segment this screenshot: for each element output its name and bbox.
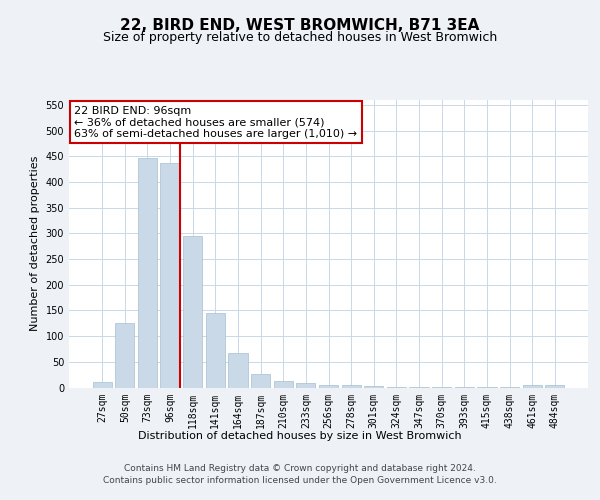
Y-axis label: Number of detached properties: Number of detached properties — [30, 156, 40, 332]
Bar — [92, 382, 112, 388]
Bar — [432, 387, 451, 388]
Bar — [229, 352, 248, 388]
Bar — [523, 385, 542, 388]
Bar — [341, 386, 361, 388]
Bar — [138, 158, 157, 388]
Bar — [274, 381, 293, 388]
Text: 22 BIRD END: 96sqm
← 36% of detached houses are smaller (574)
63% of semi-detach: 22 BIRD END: 96sqm ← 36% of detached hou… — [74, 106, 358, 139]
Bar — [477, 387, 497, 388]
Bar — [251, 374, 270, 388]
Bar — [206, 312, 225, 388]
Text: Size of property relative to detached houses in West Bromwich: Size of property relative to detached ho… — [103, 32, 497, 44]
Bar — [319, 385, 338, 388]
Bar — [409, 387, 428, 388]
Bar — [160, 163, 180, 388]
Text: Contains public sector information licensed under the Open Government Licence v3: Contains public sector information licen… — [103, 476, 497, 485]
Bar — [364, 386, 383, 388]
Bar — [183, 236, 202, 388]
Bar — [115, 324, 134, 388]
Bar — [545, 385, 565, 388]
Bar — [296, 384, 316, 388]
Bar — [500, 387, 519, 388]
Text: Contains HM Land Registry data © Crown copyright and database right 2024.: Contains HM Land Registry data © Crown c… — [124, 464, 476, 473]
Text: 22, BIRD END, WEST BROMWICH, B71 3EA: 22, BIRD END, WEST BROMWICH, B71 3EA — [121, 18, 479, 32]
Text: Distribution of detached houses by size in West Bromwich: Distribution of detached houses by size … — [138, 431, 462, 441]
Bar — [387, 387, 406, 388]
Bar — [455, 387, 474, 388]
